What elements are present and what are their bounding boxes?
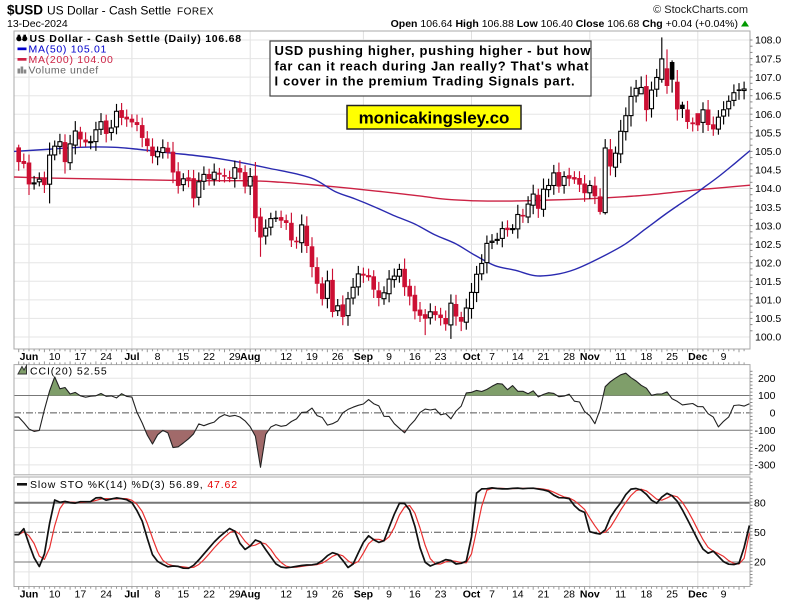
svg-text:Oct: Oct: [463, 351, 481, 363]
svg-text:100.0: 100.0: [755, 332, 781, 344]
svg-text:USD pushing higher, pushing hi: USD pushing higher, pushing higher - but…: [275, 43, 592, 58]
svg-text:25: 25: [666, 588, 678, 600]
svg-text:11: 11: [615, 588, 626, 600]
svg-text:Oct: Oct: [463, 588, 481, 600]
svg-text:Jun: Jun: [20, 588, 39, 600]
svg-text:11: 11: [615, 351, 626, 363]
svg-text:-300: -300: [754, 460, 775, 472]
svg-text:© StockCharts.com: © StockCharts.com: [653, 4, 748, 16]
svg-text:MA(200) 104.00: MA(200) 104.00: [29, 54, 114, 66]
svg-text:0: 0: [770, 408, 776, 420]
svg-text:14: 14: [512, 351, 524, 363]
svg-text:Volume undef: Volume undef: [29, 65, 99, 77]
svg-text:15: 15: [177, 588, 189, 600]
svg-text:12: 12: [280, 588, 292, 600]
svg-text:29: 29: [229, 588, 241, 600]
svg-text:80: 80: [754, 497, 766, 509]
svg-text:Jun: Jun: [20, 351, 39, 363]
svg-text:101.5: 101.5: [755, 276, 781, 288]
svg-text:104.5: 104.5: [755, 165, 781, 177]
svg-text:monicakingsley.co: monicakingsley.co: [359, 109, 510, 128]
svg-text:105.5: 105.5: [755, 128, 781, 140]
svg-text:17: 17: [75, 351, 87, 363]
svg-text:107.5: 107.5: [755, 53, 781, 65]
svg-text:29: 29: [229, 351, 241, 363]
svg-text:10: 10: [49, 588, 61, 600]
svg-text:21: 21: [538, 351, 550, 363]
svg-text:Slow STO %K(14) %D(3) 56.89, 4: Slow STO %K(14) %D(3) 56.89, 47.62: [30, 479, 238, 491]
svg-text:100.5: 100.5: [755, 313, 781, 325]
svg-text:103.5: 103.5: [755, 202, 781, 214]
svg-text:103.0: 103.0: [755, 220, 781, 232]
svg-text:I cover in the premium Trading: I cover in the premium Trading Signals p…: [275, 74, 576, 89]
svg-text:105.0: 105.0: [755, 146, 781, 158]
svg-text:8: 8: [155, 588, 161, 600]
svg-text:far can it reach during Jan re: far can it reach during Jan really? That…: [275, 58, 590, 73]
svg-text:22: 22: [203, 588, 215, 600]
svg-text:17: 17: [75, 588, 87, 600]
svg-text:102.5: 102.5: [755, 239, 781, 251]
svg-text:9: 9: [386, 351, 392, 363]
svg-text:16: 16: [409, 351, 421, 363]
svg-text:Aug: Aug: [240, 588, 260, 600]
svg-text:50: 50: [754, 527, 766, 539]
svg-text:19: 19: [306, 351, 318, 363]
svg-text:24: 24: [100, 351, 112, 363]
svg-text:Open 106.64 High 106.88 Low 10: Open 106.64 High 106.88 Low 106.40 Close…: [391, 18, 738, 30]
svg-text:104.0: 104.0: [755, 183, 781, 195]
svg-text:7: 7: [489, 351, 495, 363]
svg-text:Nov: Nov: [580, 351, 600, 363]
svg-text:Sep: Sep: [354, 351, 373, 363]
svg-text:19: 19: [306, 588, 318, 600]
svg-text:8: 8: [155, 351, 161, 363]
svg-text:106.0: 106.0: [755, 109, 781, 121]
svg-text:US Dollar - Cash Settle: US Dollar - Cash Settle: [47, 4, 171, 18]
svg-text:101.0: 101.0: [755, 295, 781, 307]
svg-text:28: 28: [563, 351, 575, 363]
svg-text:CCI(20) 52.55: CCI(20) 52.55: [30, 366, 108, 378]
svg-text:100: 100: [758, 390, 776, 402]
svg-text:22: 22: [203, 351, 215, 363]
svg-text:9: 9: [721, 588, 727, 600]
svg-text:10: 10: [49, 351, 61, 363]
svg-text:23: 23: [435, 351, 447, 363]
svg-text:-200: -200: [754, 442, 775, 454]
svg-text:Nov: Nov: [580, 588, 600, 600]
svg-text:Sep: Sep: [354, 588, 373, 600]
svg-text:FOREX: FOREX: [177, 7, 214, 18]
svg-text:20: 20: [754, 557, 766, 569]
svg-text:Jul: Jul: [124, 351, 139, 363]
svg-text:14: 14: [512, 588, 524, 600]
svg-text:Dec: Dec: [688, 351, 707, 363]
svg-text:24: 24: [100, 588, 112, 600]
svg-text:MA(50) 105.01: MA(50) 105.01: [29, 43, 108, 55]
svg-text:200: 200: [758, 373, 776, 385]
svg-text:US Dollar - Cash Settle (Daily: US Dollar - Cash Settle (Daily) 106.68: [30, 33, 242, 45]
svg-text:25: 25: [666, 351, 678, 363]
svg-text:18: 18: [641, 351, 653, 363]
svg-text:28: 28: [563, 588, 575, 600]
svg-text:$USD: $USD: [7, 3, 43, 18]
svg-text:26: 26: [332, 351, 344, 363]
svg-text:21: 21: [538, 588, 550, 600]
svg-text:Jul: Jul: [124, 588, 139, 600]
svg-text:Dec: Dec: [688, 588, 707, 600]
svg-text:9: 9: [721, 351, 727, 363]
svg-text:102.0: 102.0: [755, 257, 781, 269]
svg-text:Aug: Aug: [240, 351, 260, 363]
svg-text:106.5: 106.5: [755, 90, 781, 102]
svg-text:13-Dec-2024: 13-Dec-2024: [7, 18, 68, 30]
svg-text:-100: -100: [754, 425, 775, 437]
svg-text:18: 18: [641, 588, 653, 600]
svg-text:12: 12: [280, 351, 292, 363]
svg-text:9: 9: [386, 588, 392, 600]
svg-text:15: 15: [177, 351, 189, 363]
svg-text:26: 26: [332, 588, 344, 600]
svg-text:16: 16: [409, 588, 421, 600]
svg-text:23: 23: [435, 588, 447, 600]
svg-text:108.0: 108.0: [755, 35, 781, 47]
svg-text:7: 7: [489, 588, 495, 600]
svg-text:107.0: 107.0: [755, 72, 781, 84]
